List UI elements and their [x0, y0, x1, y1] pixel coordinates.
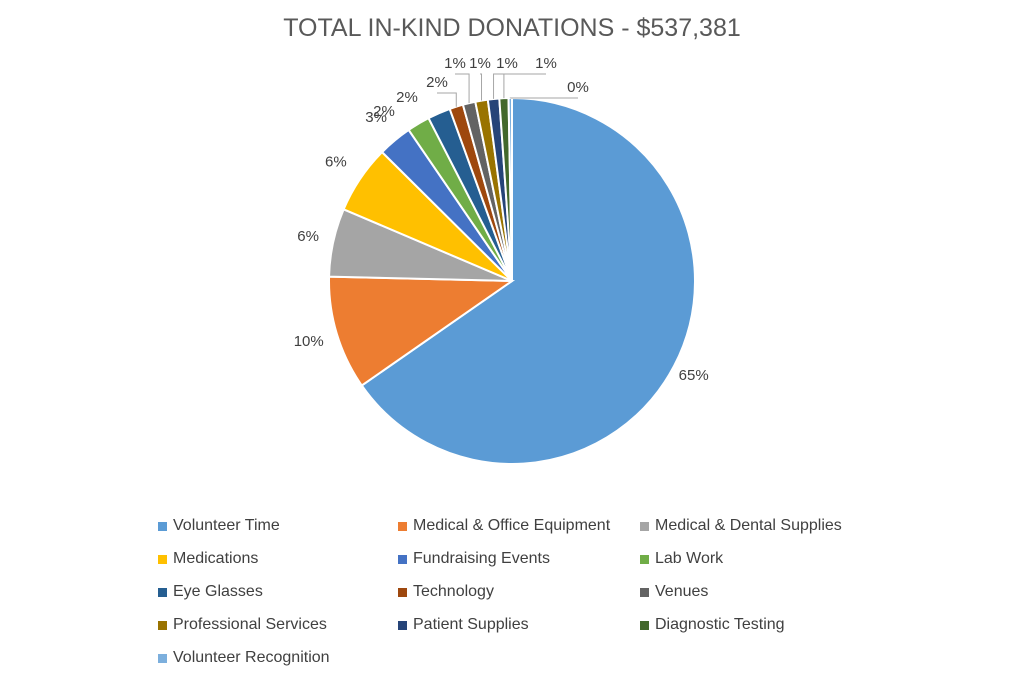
legend-label: Venues	[655, 583, 709, 600]
legend-label: Fundraising Events	[413, 550, 550, 567]
legend-swatch	[640, 587, 649, 597]
legend-item: Technology	[398, 580, 494, 604]
legend-swatch	[158, 521, 167, 531]
legend-item: Medical & Dental Supplies	[640, 514, 842, 538]
legend-swatch	[158, 653, 167, 663]
data-label: 1%	[535, 55, 557, 72]
pie-slice-volunteer-time	[360, 96, 696, 465]
legend-label: Volunteer Recognition	[173, 649, 330, 666]
data-label: 1%	[444, 55, 466, 72]
legend-item: Patient Supplies	[398, 613, 529, 637]
legend-label: Medical & Dental Supplies	[655, 517, 842, 534]
leader-line	[455, 73, 470, 104]
leader-line	[480, 73, 483, 101]
data-label: 2%	[396, 89, 418, 106]
legend-label: Medical & Office Equipment	[413, 517, 611, 534]
legend-item: Fundraising Events	[398, 547, 550, 571]
data-label: 10%	[294, 333, 324, 350]
legend-label: Diagnostic Testing	[655, 616, 785, 633]
data-label: 1%	[496, 55, 518, 72]
legend-label: Lab Work	[655, 550, 724, 567]
legend-swatch	[398, 620, 407, 630]
legend-label: Technology	[413, 583, 494, 600]
leader-line	[493, 73, 507, 99]
data-label: 2%	[373, 103, 395, 120]
data-label: 65%	[679, 367, 709, 384]
data-label: 0%	[567, 79, 589, 96]
legend-item: Medications	[158, 547, 258, 571]
legend-item: Diagnostic Testing	[640, 613, 785, 637]
data-label: 6%	[297, 228, 319, 245]
legend-item: Lab Work	[640, 547, 723, 571]
pie-slice-medical-office-equipment	[328, 275, 516, 387]
legend-swatch	[398, 587, 407, 597]
leader-line	[503, 73, 546, 99]
legend-swatch	[398, 521, 407, 531]
legend-item: Venues	[640, 580, 708, 604]
legend-label: Professional Services	[173, 616, 327, 633]
legend-item: Volunteer Time	[158, 514, 280, 538]
legend-swatch	[158, 620, 167, 630]
leader-line	[437, 92, 457, 107]
legend-label: Eye Glasses	[173, 583, 263, 600]
legend-item: Professional Services	[158, 613, 327, 637]
legend-item: Medical & Office Equipment	[398, 514, 610, 538]
legend-swatch	[640, 554, 649, 564]
data-label: 3%	[365, 109, 387, 126]
legend-item: Eye Glasses	[158, 580, 263, 604]
data-label: 6%	[325, 154, 347, 171]
legend-label: Patient Supplies	[413, 616, 529, 633]
legend-label: Volunteer Time	[173, 517, 280, 534]
legend-swatch	[640, 521, 649, 531]
legend-swatch	[640, 620, 649, 630]
legend-label: Medications	[173, 550, 259, 567]
chart-title: TOTAL IN-KIND DONATIONS - $537,381	[283, 14, 741, 42]
data-label: 1%	[469, 55, 491, 72]
data-label: 2%	[426, 74, 448, 91]
legend-swatch	[398, 554, 407, 564]
legend-swatch	[158, 554, 167, 564]
legend-item: Volunteer Recognition	[158, 646, 330, 670]
legend-swatch	[158, 587, 167, 597]
